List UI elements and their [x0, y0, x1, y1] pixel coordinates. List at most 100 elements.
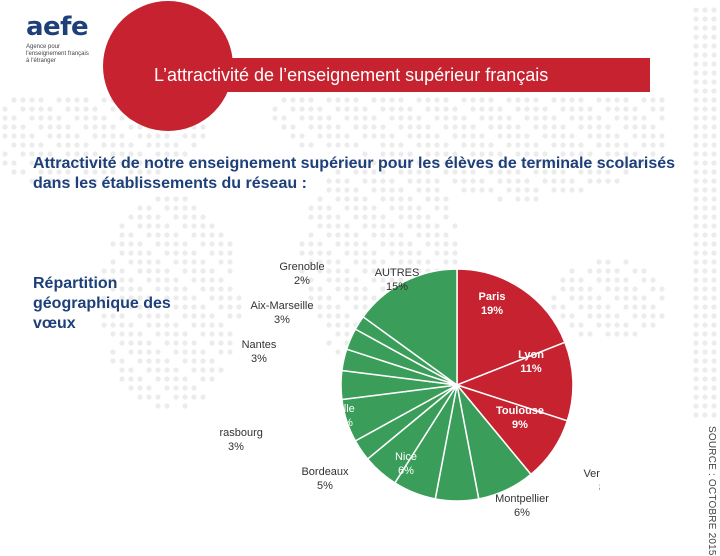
- map-dot: [155, 196, 161, 202]
- map-dot: [623, 277, 629, 283]
- map-dot: [119, 178, 125, 184]
- map-dot: [524, 115, 530, 121]
- map-dot: [452, 133, 458, 139]
- map-dot: [407, 169, 413, 175]
- map-dot: [119, 313, 125, 319]
- map-dot: [146, 295, 152, 301]
- side-dot: [693, 295, 699, 301]
- side-dot: [693, 232, 699, 238]
- map-dot: [155, 214, 161, 220]
- side-dot: [711, 358, 717, 364]
- map-dot: [497, 124, 503, 130]
- map-dot: [398, 196, 404, 202]
- map-dot: [74, 178, 80, 184]
- map-dot: [308, 97, 314, 103]
- map-dot: [614, 277, 620, 283]
- map-dot: [416, 124, 422, 130]
- side-dot: [693, 124, 699, 130]
- map-dot: [335, 259, 341, 265]
- map-dot: [353, 106, 359, 112]
- map-dot: [524, 97, 530, 103]
- map-dot: [416, 187, 422, 193]
- map-dot: [308, 232, 314, 238]
- map-dot: [632, 106, 638, 112]
- map-dot: [308, 277, 314, 283]
- map-dot: [164, 268, 170, 274]
- map-dot: [344, 115, 350, 121]
- map-dot: [344, 322, 350, 328]
- map-dot: [596, 160, 602, 166]
- map-dot: [119, 277, 125, 283]
- side-dot: [711, 115, 717, 121]
- map-dot: [191, 295, 197, 301]
- map-dot: [173, 142, 179, 148]
- map-dot: [308, 304, 314, 310]
- map-dot: [569, 322, 575, 328]
- map-dot: [506, 178, 512, 184]
- map-dot: [128, 259, 134, 265]
- map-dot: [182, 250, 188, 256]
- side-dot: [693, 79, 699, 85]
- map-dot: [182, 385, 188, 391]
- map-dot: [227, 268, 233, 274]
- map-dot: [371, 187, 377, 193]
- map-dot: [110, 277, 116, 283]
- map-dot: [272, 115, 278, 121]
- map-dot: [110, 349, 116, 355]
- map-dot: [425, 223, 431, 229]
- map-dot: [164, 205, 170, 211]
- side-dot: [711, 286, 717, 292]
- map-dot: [83, 97, 89, 103]
- map-dot: [344, 295, 350, 301]
- side-dot: [711, 142, 717, 148]
- map-dot: [632, 160, 638, 166]
- side-dot: [702, 187, 708, 193]
- map-dot: [164, 196, 170, 202]
- map-dot: [155, 286, 161, 292]
- map-dot: [461, 97, 467, 103]
- map-dot: [659, 286, 665, 292]
- side-dot: [711, 88, 717, 94]
- map-dot: [380, 178, 386, 184]
- map-dot: [524, 187, 530, 193]
- map-dot: [398, 214, 404, 220]
- side-dot: [702, 88, 708, 94]
- map-dot: [209, 358, 215, 364]
- map-dot: [605, 277, 611, 283]
- map-dot: [362, 250, 368, 256]
- logo-subtitle: Agence pour l'enseignement français à l'…: [26, 44, 89, 64]
- map-dot: [497, 169, 503, 175]
- map-dot: [335, 277, 341, 283]
- map-dot: [461, 160, 467, 166]
- map-dot: [470, 187, 476, 193]
- map-dot: [146, 259, 152, 265]
- map-dot: [398, 115, 404, 121]
- map-dot: [461, 187, 467, 193]
- map-dot: [380, 133, 386, 139]
- map-dot: [569, 151, 575, 157]
- side-dot: [711, 214, 717, 220]
- side-dot: [693, 376, 699, 382]
- side-dot: [702, 7, 708, 13]
- map-dot: [191, 313, 197, 319]
- map-dot: [623, 331, 629, 337]
- map-dot: [416, 259, 422, 265]
- side-dot: [702, 367, 708, 373]
- map-dot: [218, 250, 224, 256]
- map-dot: [110, 259, 116, 265]
- side-dot: [702, 196, 708, 202]
- map-dot: [335, 286, 341, 292]
- map-dot: [587, 106, 593, 112]
- map-dot: [155, 313, 161, 319]
- side-dot: [693, 241, 699, 247]
- map-dot: [281, 124, 287, 130]
- map-dot: [425, 241, 431, 247]
- map-dot: [443, 97, 449, 103]
- map-dot: [398, 106, 404, 112]
- map-dot: [155, 367, 161, 373]
- map-dot: [335, 313, 341, 319]
- map-dot: [533, 115, 539, 121]
- map-dot: [101, 124, 107, 130]
- map-dot: [515, 124, 521, 130]
- map-dot: [164, 322, 170, 328]
